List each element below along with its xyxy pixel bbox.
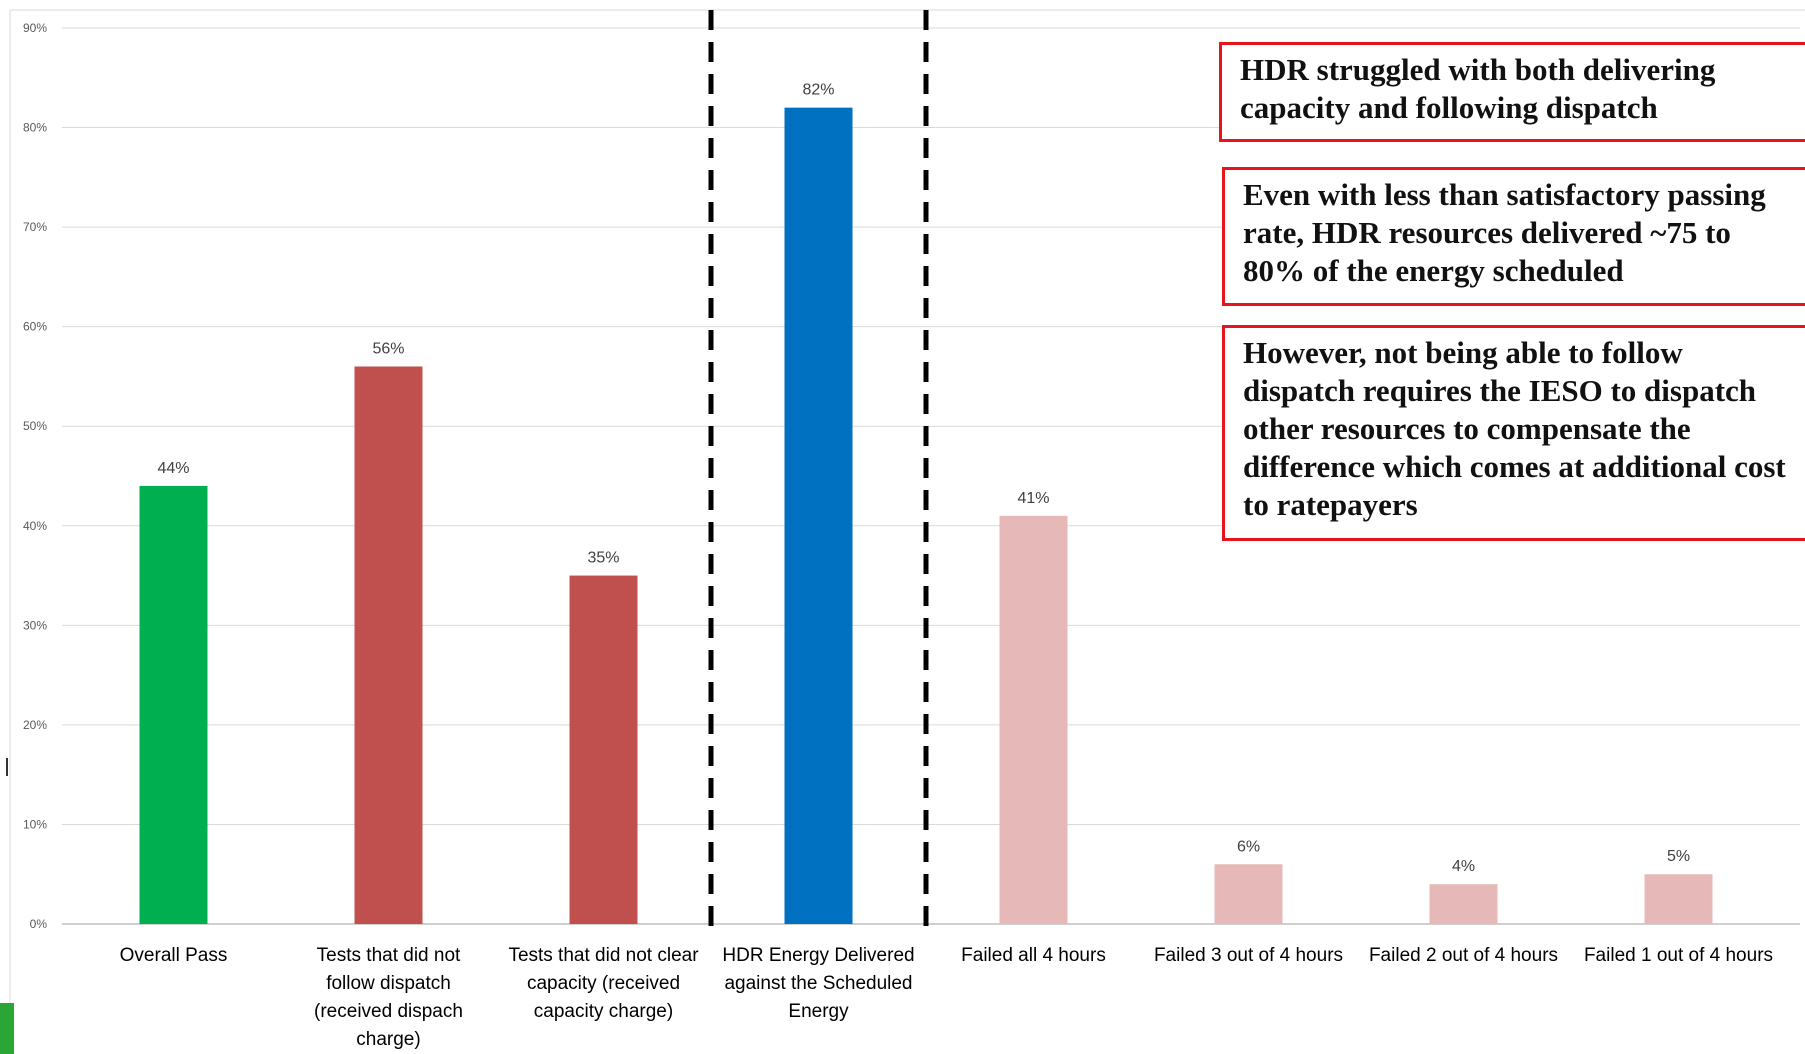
data-label: 6% — [1237, 838, 1260, 855]
category-label-line: against the Scheduled — [724, 973, 912, 994]
category-label-line: Failed 2 out of 4 hours — [1369, 945, 1558, 966]
category-label-line: Energy — [788, 1001, 849, 1022]
y-tick-label: 70% — [23, 220, 47, 234]
callout-dispatch-cost: However, not being able to follow dispat… — [1222, 325, 1805, 541]
category-label: HDR Energy Delivered against the Schedule… — [722, 945, 914, 1022]
y-tick-label: 30% — [23, 618, 47, 632]
bar — [999, 515, 1068, 924]
bar — [1429, 884, 1498, 924]
bar — [139, 485, 208, 924]
bar — [784, 107, 853, 924]
data-label: 41% — [1017, 490, 1049, 507]
y-tick-label: 0% — [30, 917, 48, 931]
data-label: 5% — [1667, 848, 1690, 865]
bar — [1644, 874, 1713, 924]
category-label-line: charge) — [356, 1029, 420, 1050]
category-label-line: Overall Pass — [120, 945, 228, 966]
category-label-line: follow dispatch — [326, 973, 451, 994]
text-cursor-mark — [6, 758, 8, 776]
y-tick-label: 20% — [23, 718, 47, 732]
category-label-line: capacity (received — [527, 973, 680, 994]
bar — [569, 575, 638, 924]
category-label: Tests that did not clear capacity (receiv… — [508, 945, 699, 1022]
category-label-line: HDR Energy Delivered — [722, 945, 914, 966]
category-label-line: capacity charge) — [534, 1001, 673, 1022]
data-label: 56% — [372, 340, 404, 357]
category-label: Failed 1 out of 4 hours — [1584, 945, 1773, 966]
category-label: Failed 2 out of 4 hours — [1369, 945, 1558, 966]
category-label: Failed 3 out of 4 hours — [1154, 945, 1343, 966]
data-label: 35% — [587, 550, 619, 567]
y-tick-label: 10% — [23, 817, 47, 831]
category-label: Overall Pass — [120, 945, 228, 966]
bar — [354, 366, 423, 924]
category-label-line: (received dispach — [314, 1001, 463, 1022]
data-label: 82% — [802, 82, 834, 99]
category-label: Failed all 4 hours — [961, 945, 1106, 966]
y-tick-label: 80% — [23, 121, 47, 135]
category-label-line: Failed all 4 hours — [961, 945, 1106, 966]
data-label: 4% — [1452, 858, 1475, 875]
y-tick-label: 40% — [23, 519, 47, 533]
bar — [1214, 864, 1283, 924]
y-tick-label: 90% — [23, 21, 47, 35]
y-tick-label: 50% — [23, 419, 47, 433]
category-label-line: Failed 1 out of 4 hours — [1584, 945, 1773, 966]
data-label: 44% — [157, 460, 189, 477]
callout-energy-delivered: Even with less than satisfactory passing… — [1222, 167, 1805, 306]
y-tick-label: 60% — [23, 320, 47, 334]
category-label: Tests that did not follow dispatch (receiv… — [314, 945, 463, 1050]
callout-capacity-dispatch: HDR struggled with both delivering capac… — [1219, 42, 1805, 142]
category-label-line: Tests that did not — [317, 945, 461, 966]
category-label-line: Failed 3 out of 4 hours — [1154, 945, 1343, 966]
category-label-line: Tests that did not clear — [508, 945, 699, 966]
slide-edge-marker — [0, 1003, 14, 1054]
